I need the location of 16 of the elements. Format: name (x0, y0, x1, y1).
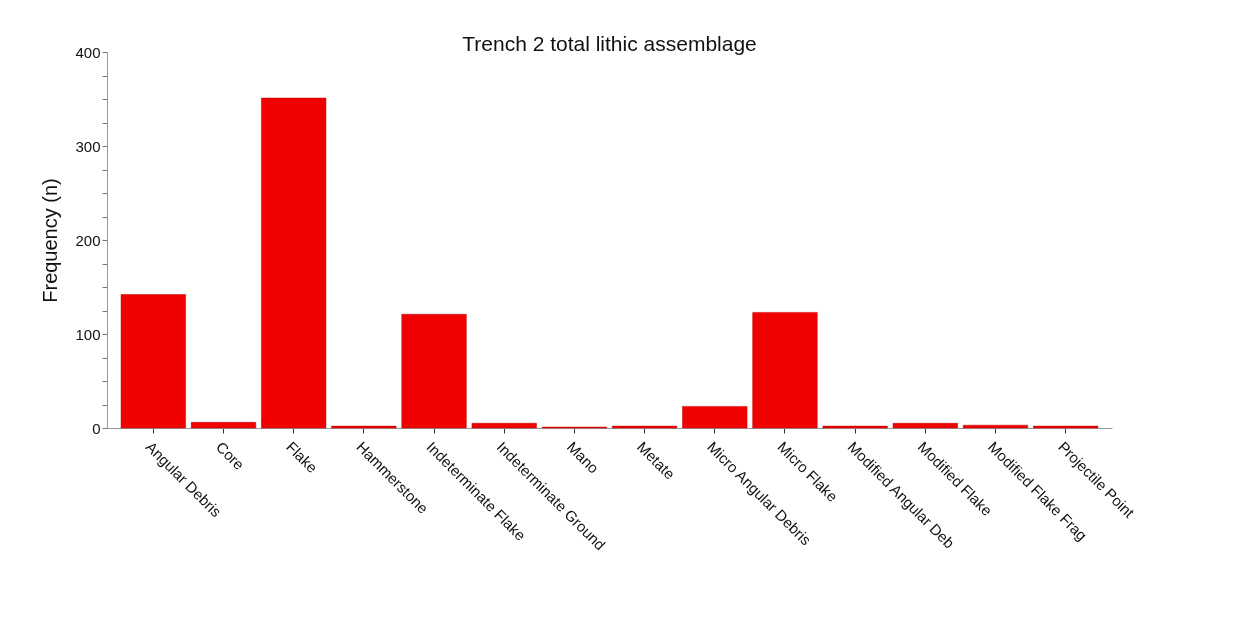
y-tick-label: 100 (75, 325, 101, 343)
y-tick-label: 200 (75, 231, 101, 249)
bar (190, 422, 257, 429)
bar (120, 294, 186, 429)
bar (682, 406, 748, 429)
bar (892, 423, 958, 429)
bar (471, 423, 537, 429)
y-tick-label: 400 (75, 43, 101, 61)
bar (261, 97, 327, 429)
bar (962, 424, 1029, 429)
bar (752, 312, 818, 429)
y-tick-label: 0 (92, 419, 101, 437)
chart-title: Trench 2 total lithic assemblage (462, 32, 757, 55)
y-tick-label: 300 (75, 137, 101, 155)
bar (401, 314, 467, 429)
y-axis-title: Frequency (n) (39, 178, 62, 303)
